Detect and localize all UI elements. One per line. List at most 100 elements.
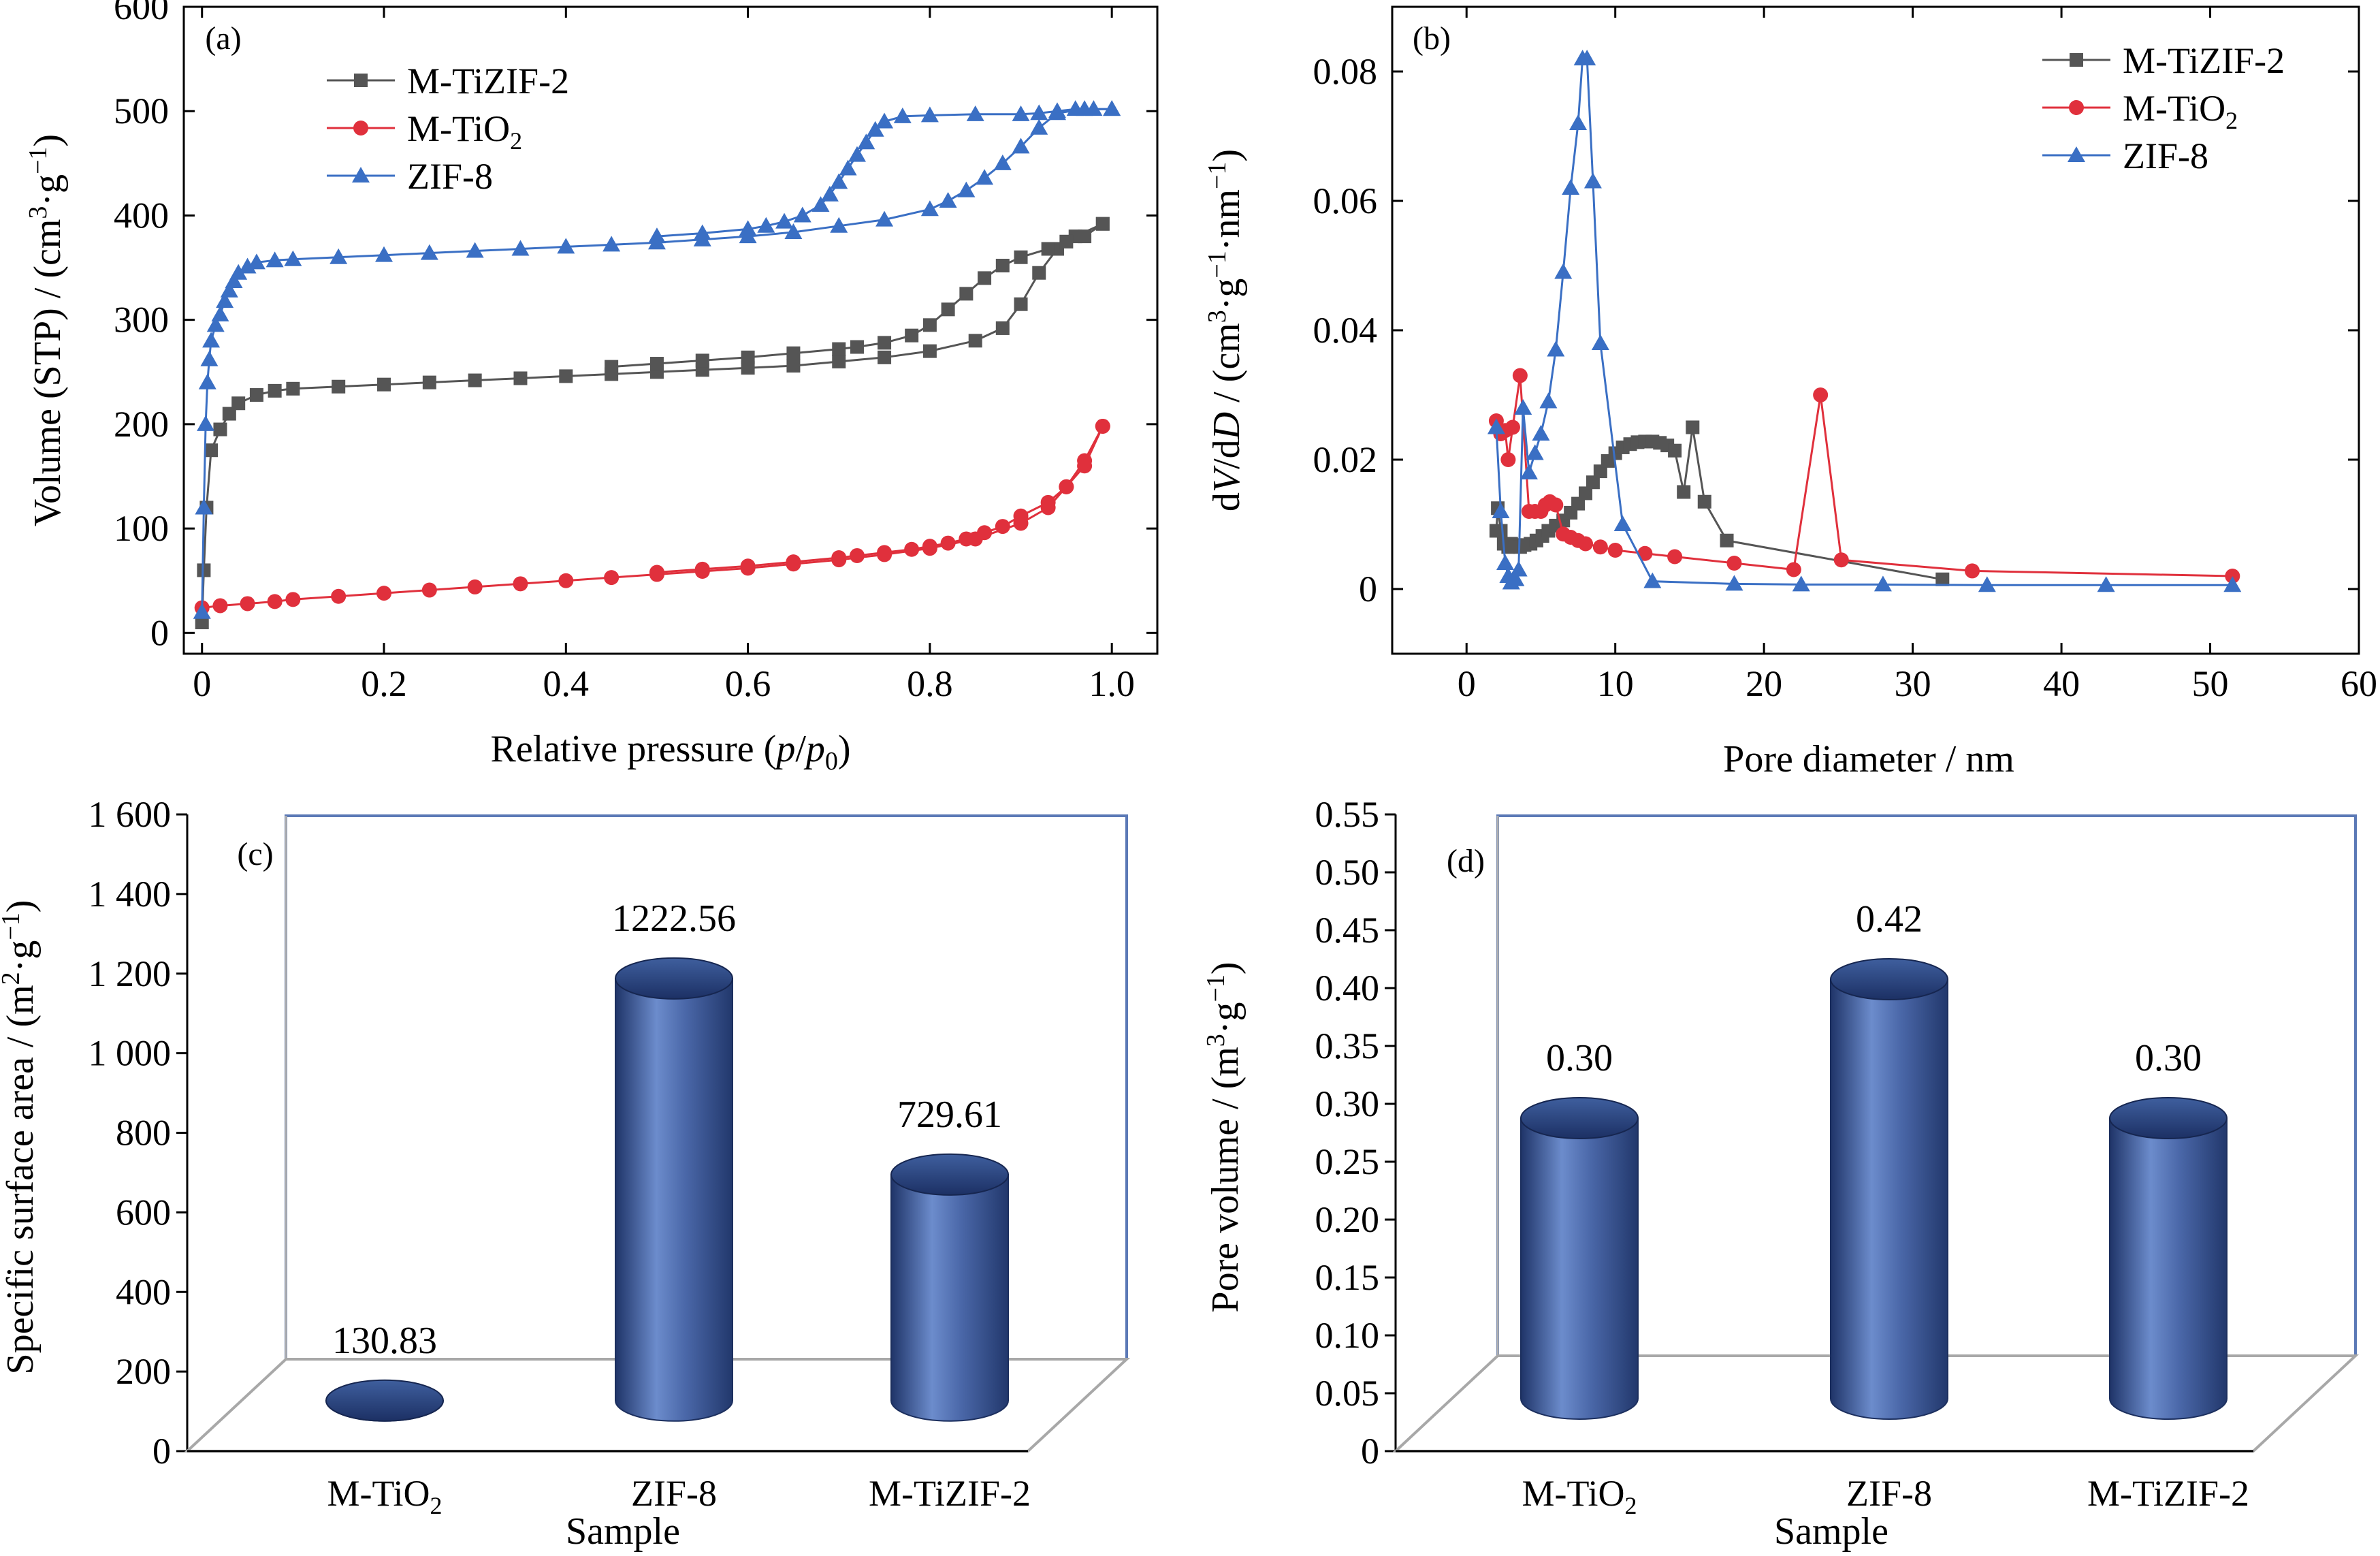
data-point bbox=[1014, 250, 1028, 264]
data-point bbox=[1095, 217, 1110, 231]
data-point bbox=[1554, 263, 1573, 279]
data-point bbox=[225, 272, 243, 288]
x-axis-title-b: Pore diameter / nm bbox=[1723, 738, 2014, 780]
data-point bbox=[959, 531, 974, 547]
category-label: M-TiO2 bbox=[1522, 1473, 1637, 1519]
data-point bbox=[421, 582, 437, 598]
data-point bbox=[1668, 443, 1682, 458]
data-point bbox=[920, 200, 939, 217]
series-m-tizif-2 bbox=[195, 217, 1110, 630]
data-point bbox=[266, 251, 284, 268]
data-point bbox=[1978, 576, 1996, 592]
data-point bbox=[1562, 179, 1580, 195]
data-point bbox=[741, 361, 755, 375]
x-tick-label: 0 bbox=[193, 663, 211, 704]
data-point bbox=[2097, 576, 2115, 592]
data-point bbox=[848, 146, 866, 162]
legend-label: M-TiZIF-2 bbox=[407, 61, 569, 101]
series-line bbox=[201, 223, 1104, 623]
data-point bbox=[1686, 420, 1700, 434]
data-point bbox=[1059, 234, 1074, 249]
data-point bbox=[1013, 508, 1029, 524]
data-point bbox=[557, 238, 575, 254]
data-point bbox=[1677, 485, 1691, 499]
data-point bbox=[875, 210, 894, 227]
data-point bbox=[1578, 536, 1593, 552]
y-tick-label: 0 bbox=[152, 1431, 171, 1472]
data-point bbox=[375, 246, 393, 262]
data-label: 1222.56 bbox=[612, 898, 736, 940]
x-tick-label: 0.4 bbox=[543, 663, 590, 704]
data-point bbox=[866, 121, 884, 137]
bar-body bbox=[890, 1173, 1009, 1422]
legend-marker bbox=[353, 121, 368, 136]
legend-marker bbox=[2068, 146, 2085, 162]
data-point bbox=[1496, 554, 1515, 570]
data-point bbox=[376, 586, 392, 601]
data-point bbox=[693, 224, 711, 240]
bar-top bbox=[615, 957, 733, 1000]
data-point bbox=[1874, 575, 1892, 592]
data-point bbox=[1593, 464, 1607, 479]
data-point bbox=[878, 336, 892, 350]
data-point bbox=[197, 415, 215, 431]
category-label: ZIF-8 bbox=[1846, 1473, 1932, 1514]
data-point bbox=[420, 244, 438, 260]
data-point bbox=[211, 306, 229, 322]
bar-m-tio2: 0.30 M-TiO2 bbox=[1520, 1037, 1639, 1519]
data-point bbox=[1012, 138, 1030, 154]
data-point bbox=[649, 565, 664, 580]
series-m-tio2 bbox=[1488, 368, 2240, 584]
data-point bbox=[905, 328, 919, 343]
bar-zif-8: 1222.56 ZIF-8 bbox=[612, 898, 736, 1514]
y-tick-label: 500 bbox=[114, 91, 169, 131]
data-point bbox=[466, 242, 484, 258]
panel-a: (a) 0 0.2 0.4 0.6 0.8 1.0 0 100 200 300 400 500 600 M-… bbox=[114, 0, 1159, 704]
data-point bbox=[605, 360, 619, 374]
data-point bbox=[1548, 497, 1564, 513]
data-label: 130.83 bbox=[332, 1320, 437, 1362]
data-point bbox=[1500, 452, 1516, 467]
data-point bbox=[1084, 100, 1103, 116]
y-tick-label: 0.35 bbox=[1315, 1026, 1380, 1066]
data-point bbox=[467, 579, 483, 594]
data-point bbox=[647, 227, 666, 244]
bar-body bbox=[2109, 1117, 2228, 1420]
data-point bbox=[1078, 229, 1092, 244]
data-point bbox=[741, 350, 755, 364]
bar-top bbox=[325, 1379, 444, 1422]
y-tick-label: 1 600 bbox=[89, 794, 172, 835]
data-point bbox=[832, 342, 846, 356]
data-point bbox=[213, 422, 227, 436]
data-point bbox=[268, 383, 282, 398]
data-point bbox=[1792, 575, 1810, 592]
legend-label: ZIF-8 bbox=[407, 156, 493, 197]
data-point bbox=[1066, 100, 1084, 116]
y-tick-label: 0.30 bbox=[1315, 1083, 1380, 1124]
data-point bbox=[993, 154, 1012, 170]
data-point bbox=[1505, 419, 1520, 435]
data-point bbox=[1041, 242, 1055, 256]
bar-m-tizif-2: 729.61 M-TiZIF-2 bbox=[869, 1094, 1031, 1514]
bar-body bbox=[1520, 1117, 1639, 1420]
data-point bbox=[1507, 570, 1525, 586]
data-point bbox=[513, 371, 528, 385]
data-point bbox=[922, 539, 937, 554]
y-tick-label: 0.10 bbox=[1315, 1315, 1380, 1356]
panel-label-d: (d) bbox=[1447, 843, 1485, 879]
bar-body bbox=[615, 977, 733, 1422]
data-point bbox=[857, 133, 875, 150]
y-tick-label: 0 bbox=[150, 612, 169, 653]
data-point bbox=[1569, 114, 1588, 130]
y-tick-label: 0.08 bbox=[1313, 51, 1378, 92]
y-tick-label: 600 bbox=[114, 0, 169, 27]
y-axis-title-d: Pore volume / (m3·g−1) bbox=[1202, 962, 1247, 1312]
y-tick-label: 1 000 bbox=[89, 1033, 172, 1074]
data-point bbox=[1637, 545, 1653, 561]
series-m-tio2 bbox=[194, 418, 1110, 616]
panel-d: 0 0.05 0.10 0.15 0.20 0.25 0.30 0.35 0.40 0.45 0.5… bbox=[1315, 794, 2360, 1519]
data-point bbox=[1014, 297, 1028, 311]
data-point bbox=[1030, 118, 1048, 135]
data-point bbox=[513, 576, 528, 592]
series-zif-8 bbox=[193, 100, 1121, 619]
